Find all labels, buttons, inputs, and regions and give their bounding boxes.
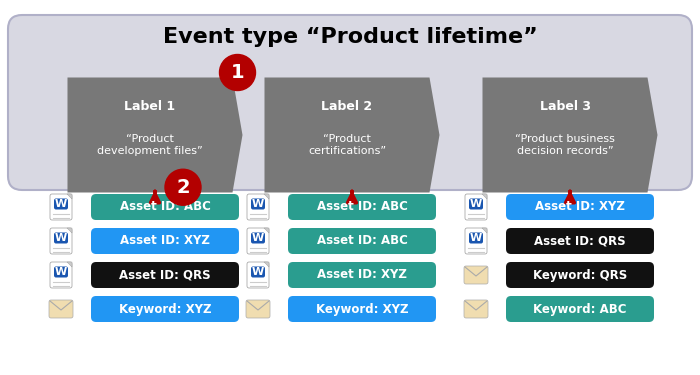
Text: Asset ID: XYZ: Asset ID: XYZ [120, 234, 210, 248]
FancyBboxPatch shape [251, 198, 265, 210]
FancyBboxPatch shape [50, 262, 72, 288]
Text: Event type “Product lifetime”: Event type “Product lifetime” [162, 27, 538, 47]
Text: Keyword: ABC: Keyword: ABC [533, 303, 626, 315]
FancyBboxPatch shape [54, 232, 68, 243]
FancyBboxPatch shape [247, 262, 269, 288]
FancyBboxPatch shape [288, 296, 436, 322]
Polygon shape [482, 228, 487, 233]
Polygon shape [265, 78, 440, 192]
Text: “Product business
decision records”: “Product business decision records” [515, 134, 615, 156]
Text: W: W [470, 233, 482, 243]
FancyBboxPatch shape [465, 194, 487, 220]
Circle shape [165, 169, 201, 205]
Text: “Product
development files”: “Product development files” [97, 134, 203, 156]
Text: Keyword: QRS: Keyword: QRS [533, 268, 627, 282]
Text: W: W [55, 233, 67, 243]
Polygon shape [67, 194, 72, 199]
Text: “Product
certifications”: “Product certifications” [308, 134, 386, 156]
Polygon shape [264, 194, 269, 199]
Text: Asset ID: XYZ: Asset ID: XYZ [317, 268, 407, 282]
FancyBboxPatch shape [54, 267, 68, 278]
FancyBboxPatch shape [464, 266, 488, 284]
FancyBboxPatch shape [469, 232, 483, 243]
Polygon shape [67, 78, 242, 192]
Text: Keyword: XYZ: Keyword: XYZ [316, 303, 408, 315]
FancyBboxPatch shape [50, 194, 72, 220]
FancyBboxPatch shape [288, 194, 436, 220]
Polygon shape [264, 228, 269, 233]
Text: Asset ID: QRS: Asset ID: QRS [534, 234, 626, 248]
FancyBboxPatch shape [288, 228, 436, 254]
Text: W: W [252, 267, 264, 277]
FancyBboxPatch shape [464, 300, 488, 318]
Polygon shape [482, 194, 487, 199]
Text: Asset ID: QRS: Asset ID: QRS [119, 268, 211, 282]
Polygon shape [67, 262, 72, 267]
Polygon shape [482, 78, 657, 192]
FancyBboxPatch shape [251, 267, 265, 278]
FancyBboxPatch shape [247, 228, 269, 254]
FancyBboxPatch shape [91, 262, 239, 288]
FancyBboxPatch shape [54, 198, 68, 210]
Text: W: W [55, 267, 67, 277]
FancyBboxPatch shape [469, 198, 483, 210]
FancyBboxPatch shape [91, 194, 239, 220]
Text: Label 2: Label 2 [321, 100, 372, 114]
Text: W: W [470, 199, 482, 209]
Text: Asset ID: ABC: Asset ID: ABC [316, 234, 407, 248]
Text: W: W [252, 199, 264, 209]
FancyBboxPatch shape [247, 194, 269, 220]
Text: W: W [55, 199, 67, 209]
FancyBboxPatch shape [8, 15, 692, 190]
Polygon shape [67, 228, 72, 233]
Text: Asset ID: ABC: Asset ID: ABC [120, 201, 211, 213]
FancyBboxPatch shape [506, 262, 654, 288]
Text: Asset ID: ABC: Asset ID: ABC [316, 201, 407, 213]
Circle shape [220, 54, 256, 90]
Polygon shape [264, 262, 269, 267]
Text: Keyword: XYZ: Keyword: XYZ [119, 303, 211, 315]
FancyBboxPatch shape [50, 228, 72, 254]
Text: Label 1: Label 1 [125, 100, 176, 114]
FancyBboxPatch shape [506, 296, 654, 322]
FancyBboxPatch shape [49, 300, 73, 318]
Text: W: W [252, 233, 264, 243]
Text: Label 3: Label 3 [540, 100, 591, 114]
Text: Asset ID: XYZ: Asset ID: XYZ [535, 201, 625, 213]
FancyBboxPatch shape [506, 228, 654, 254]
Text: 2: 2 [176, 178, 190, 197]
FancyBboxPatch shape [251, 232, 265, 243]
FancyBboxPatch shape [506, 194, 654, 220]
FancyBboxPatch shape [465, 228, 487, 254]
FancyBboxPatch shape [91, 228, 239, 254]
FancyBboxPatch shape [91, 296, 239, 322]
FancyBboxPatch shape [246, 300, 270, 318]
FancyBboxPatch shape [288, 262, 436, 288]
Text: 1: 1 [231, 63, 244, 82]
